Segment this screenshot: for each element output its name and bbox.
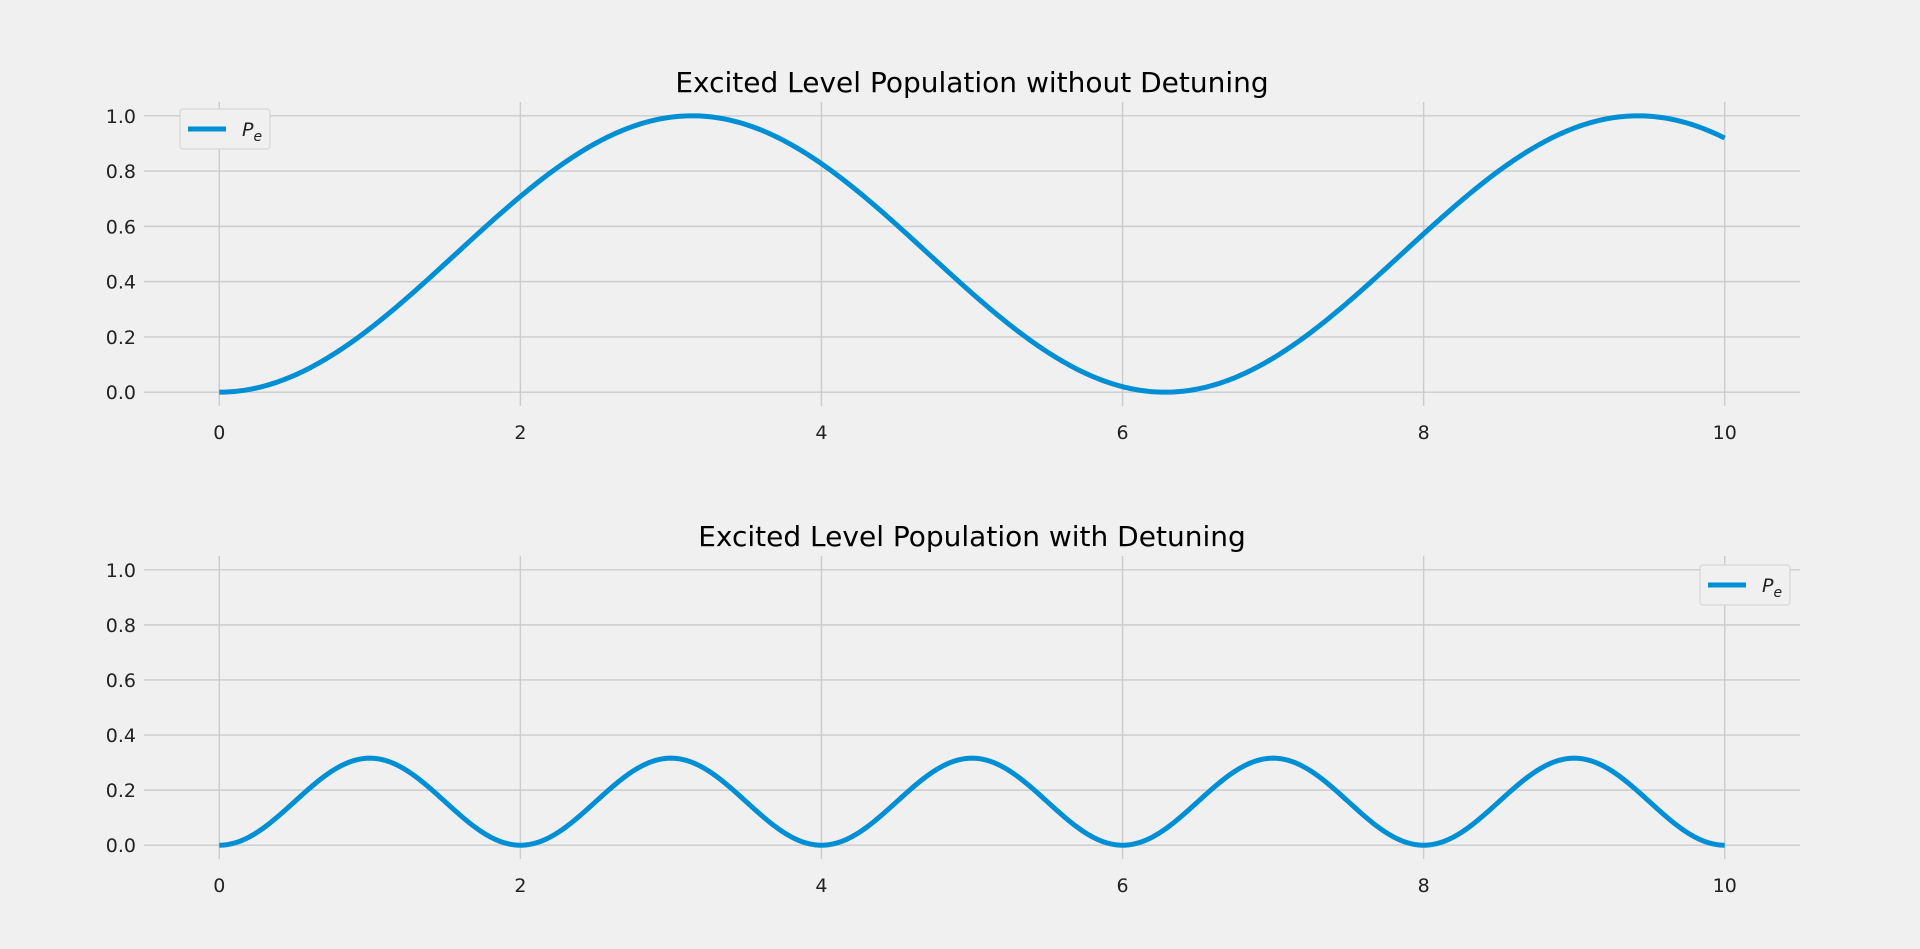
chart-with-detuning: 0.0 0.2 0.4 0.6 0.8 1.0 0 2 4 6 8 10 Excited Level P… [106,520,1800,897]
x-tick-label: 10 [1713,422,1737,444]
x-tick-label: 8 [1418,422,1430,444]
y-tick-label: 0.4 [106,272,136,294]
y-tick-label: 0.6 [106,670,136,692]
legend: Pe [179,108,271,150]
x-tick-label: 2 [514,875,526,897]
chart-without-detuning: 0.0 0.2 0.4 0.6 0.8 1.0 0 2 4 6 8 10 Excited Level P… [106,66,1800,444]
x-tick-label: 0 [213,875,225,897]
legend-label: Pe [1762,575,1782,601]
x-tick-label: 10 [1713,875,1737,897]
series-line-pe [219,755,1725,848]
x-tick-label: 4 [815,875,827,897]
x-tick-label: 6 [1116,875,1128,897]
y-tick-label: 1.0 [106,560,136,582]
x-tick-label: 4 [815,422,827,444]
y-tick-label: 0.4 [106,725,136,747]
chart-title: Excited Level Population without Detunin… [675,66,1268,99]
y-tick-label: 0.6 [106,216,136,238]
x-tick-label: 6 [1116,422,1128,444]
y-tick-label: 0.0 [106,382,136,404]
legend-label: Pe [242,119,262,145]
legend: Pe [1699,564,1791,606]
series-line-pe [219,113,1726,395]
y-tick-label: 0.8 [106,161,136,183]
x-tick-label: 2 [514,422,526,444]
chart-title: Excited Level Population with Detuning [698,520,1246,553]
y-tick-label: 0.2 [106,780,136,802]
y-tick-label: 0.0 [106,835,136,857]
y-tick-label: 0.8 [106,615,136,637]
x-tick-label: 8 [1418,875,1430,897]
y-tick-label: 0.2 [106,327,136,349]
x-tick-label: 0 [213,422,225,444]
y-tick-label: 1.0 [106,106,136,128]
